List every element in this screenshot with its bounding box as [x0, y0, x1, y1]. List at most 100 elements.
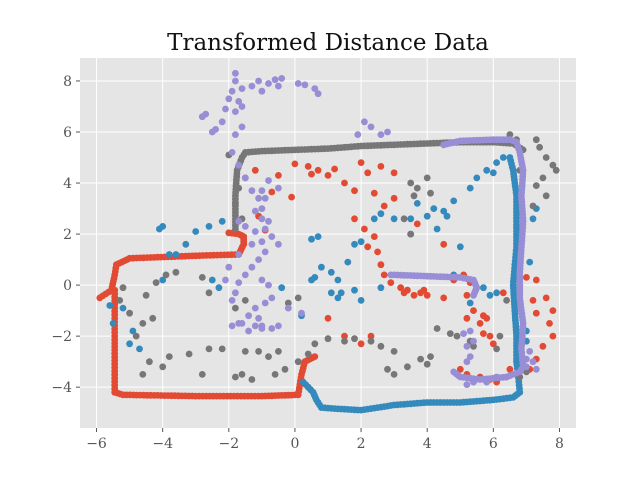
data-point [228, 322, 236, 330]
data-point [361, 225, 368, 233]
data-point [284, 304, 292, 312]
data-point [526, 348, 534, 355]
data-point [159, 363, 167, 371]
data-point [404, 363, 411, 371]
data-point [232, 69, 239, 77]
data-point [542, 294, 550, 302]
data-point [552, 166, 560, 174]
data-point [241, 297, 249, 304]
data-point [308, 235, 315, 243]
data-point [248, 187, 256, 195]
data-point [324, 172, 332, 179]
data-point [165, 353, 173, 360]
data-point [265, 281, 272, 289]
data-point [423, 291, 431, 299]
data-point [357, 238, 365, 246]
data-point [440, 294, 448, 302]
data-point [433, 225, 441, 233]
data-point [410, 192, 418, 200]
data-point [370, 189, 378, 197]
data-point [232, 304, 239, 312]
data-point [390, 194, 398, 202]
x-tick-label: 2 [357, 436, 366, 452]
data-point [331, 165, 338, 173]
data-point [390, 371, 398, 378]
data-point [152, 279, 160, 286]
data-point [235, 320, 243, 327]
data-point [440, 207, 448, 215]
data-point [255, 348, 262, 355]
data-point [268, 294, 276, 302]
data-point [466, 299, 474, 307]
data-point [208, 276, 216, 284]
data-point [126, 340, 133, 348]
data-point [470, 337, 477, 345]
data-point [480, 312, 487, 320]
data-point [463, 381, 471, 388]
data-point [470, 378, 477, 386]
y-axis-ticks: −4 −2 0 2 4 6 8 [51, 74, 80, 396]
data-point [486, 291, 494, 299]
data-point [493, 373, 500, 381]
chart-title: Transformed Distance Data [167, 30, 489, 56]
data-point [483, 378, 491, 386]
data-point [255, 256, 262, 263]
data-point [324, 335, 332, 343]
data-point [423, 360, 431, 368]
plot-area [80, 58, 576, 428]
data-point [460, 330, 467, 337]
data-point [265, 80, 272, 87]
data-point [258, 238, 266, 246]
data-point [165, 251, 173, 258]
data-point [466, 353, 474, 360]
data-point [136, 345, 143, 353]
data-point [109, 320, 117, 327]
data-point [549, 161, 557, 169]
x-tick-label: −6 [86, 436, 107, 452]
data-point [235, 217, 243, 225]
data-point [192, 228, 200, 235]
data-point [248, 376, 256, 383]
data-point [225, 229, 233, 237]
data-point [205, 345, 213, 353]
data-point [380, 202, 388, 210]
data-point [377, 284, 385, 292]
x-tick-label: −4 [152, 436, 173, 452]
data-point [337, 289, 345, 297]
data-point [218, 118, 226, 126]
y-tick-label: 2 [63, 227, 72, 243]
data-point [311, 340, 319, 348]
data-point [351, 187, 358, 195]
data-point [390, 169, 398, 177]
data-point [364, 243, 372, 251]
data-point [493, 159, 500, 167]
data-point [162, 271, 170, 279]
data-point [318, 263, 325, 271]
data-point [268, 188, 276, 196]
data-point [218, 345, 226, 353]
data-point [466, 327, 474, 335]
data-point [483, 166, 491, 174]
data-point [489, 169, 497, 177]
data-point [314, 166, 322, 174]
data-point [271, 76, 279, 84]
data-point [529, 202, 537, 210]
data-point [473, 174, 481, 182]
data-point [536, 143, 543, 151]
data-point [248, 82, 256, 90]
data-point [546, 320, 553, 327]
data-point [185, 350, 193, 358]
data-point [407, 230, 415, 238]
data-point [407, 215, 415, 223]
data-point [232, 108, 239, 115]
data-point [427, 353, 434, 360]
data-point [258, 215, 266, 223]
data-point [341, 179, 348, 187]
data-point [258, 322, 266, 330]
data-point [235, 98, 243, 105]
data-point [470, 291, 477, 299]
data-point [139, 371, 147, 378]
data-point [529, 358, 537, 366]
data-point [357, 340, 365, 348]
